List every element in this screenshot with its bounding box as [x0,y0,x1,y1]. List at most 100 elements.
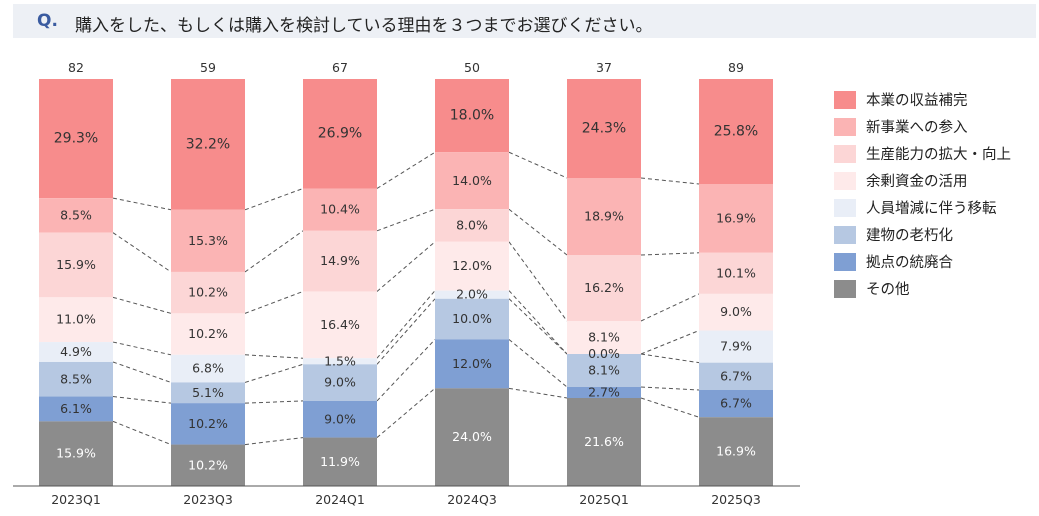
bar-segment [699,293,773,331]
connector-line [376,290,436,359]
bar-segment [435,298,509,340]
connector-line [112,341,172,356]
data-label: 15.3% [188,233,228,248]
legend-swatch [834,198,856,217]
data-label: 9.0% [720,304,752,319]
connector-line [112,232,172,273]
question-label: Q. [37,11,58,31]
data-label: 14.9% [320,253,360,268]
connector-line [508,151,568,179]
connector-line [640,386,700,391]
connector-line [244,437,304,446]
connector-line [112,396,172,404]
data-label: 9.0% [324,375,356,390]
count-label: 37 [596,60,612,75]
bar-segment [303,364,377,401]
connector-line [640,330,700,355]
legend-swatch [834,225,856,244]
data-label: 26.9% [318,126,362,142]
data-label: 10.2% [188,326,228,341]
bar-segment [171,444,245,486]
connector-line [244,354,304,359]
data-label: 16.9% [716,210,756,225]
data-label: 12.0% [452,356,492,371]
connector-line [640,353,700,364]
legend-swatch [834,144,856,163]
connector-line [244,188,304,211]
connector-line [376,339,436,402]
data-label: 18.0% [450,108,494,124]
data-label: 16.9% [716,444,756,459]
connector-line [376,151,436,189]
legend-item: 拠点の統廃合 [834,248,1011,275]
data-label: 1.5% [324,353,356,368]
data-label: 15.9% [56,446,96,461]
legend-swatch [834,252,856,271]
count-label: 59 [200,60,216,75]
legend-label: その他 [866,282,910,298]
connector-line [244,290,304,314]
data-label: 9.0% [324,411,356,426]
data-label: 32.2% [186,136,230,152]
data-label: 24.3% [582,121,626,137]
count-label: 50 [464,60,480,75]
data-label: 8.5% [60,371,92,386]
legend-swatch [834,171,856,190]
bar-segment [435,339,509,389]
connector-line [112,296,172,314]
data-label: 10.2% [188,285,228,300]
bar-segment [171,209,245,272]
legend-label: 人員増減に伴う移転 [866,201,997,217]
data-label: 6.7% [720,396,752,411]
connector-line [376,387,436,438]
bar-segment [567,398,641,486]
bar-segment [699,184,773,253]
bar-segment [699,417,773,486]
data-label: 18.9% [584,209,624,224]
legend-swatch [834,117,856,136]
connector-line [376,298,436,365]
legend-item: 本業の収益補完 [834,86,1011,113]
bar-segment [567,178,641,255]
bar-segment [567,321,641,354]
data-label: 2.7% [588,385,620,400]
connector-line [508,290,568,355]
bar-segment [699,389,773,418]
bar-segment [435,209,509,242]
data-label: 10.1% [716,265,756,280]
data-label: 14.0% [452,173,492,188]
bar-segment [39,297,113,343]
legend-label: 建物の老朽化 [866,228,953,244]
bar-segment [39,232,113,298]
legend-label: 新事業への参入 [866,120,968,136]
x-tick-label: 2023Q3 [183,492,233,507]
data-label: 6.8% [192,361,224,376]
bar-segment [567,354,641,387]
connector-line [508,387,568,399]
connector-line [112,197,172,211]
bar-segment [303,437,377,486]
legend-item: 人員増減に伴う移転 [834,194,1011,221]
data-label: 8.5% [60,207,92,222]
bar-segment [567,255,641,321]
connector-line [640,397,700,418]
connector-line [112,361,172,383]
data-label: 24.0% [452,429,492,444]
legend-label: 余剰資金の活用 [866,174,968,190]
legend-label: 本業の収益補完 [866,93,968,109]
data-label: 8.1% [588,363,620,378]
bar-segment [435,290,509,299]
data-label: 10.2% [188,416,228,431]
bar-segment [39,79,113,199]
bar-segment [699,79,773,185]
x-tick-label: 2023Q1 [51,492,101,507]
bar-segment [435,152,509,210]
legend-swatch [834,90,856,109]
connector-line [376,208,436,232]
bar-segment [699,330,773,363]
data-label: 6.7% [720,368,752,383]
count-label: 67 [332,60,348,75]
data-label: 15.9% [56,257,96,272]
connector-line [508,241,568,322]
